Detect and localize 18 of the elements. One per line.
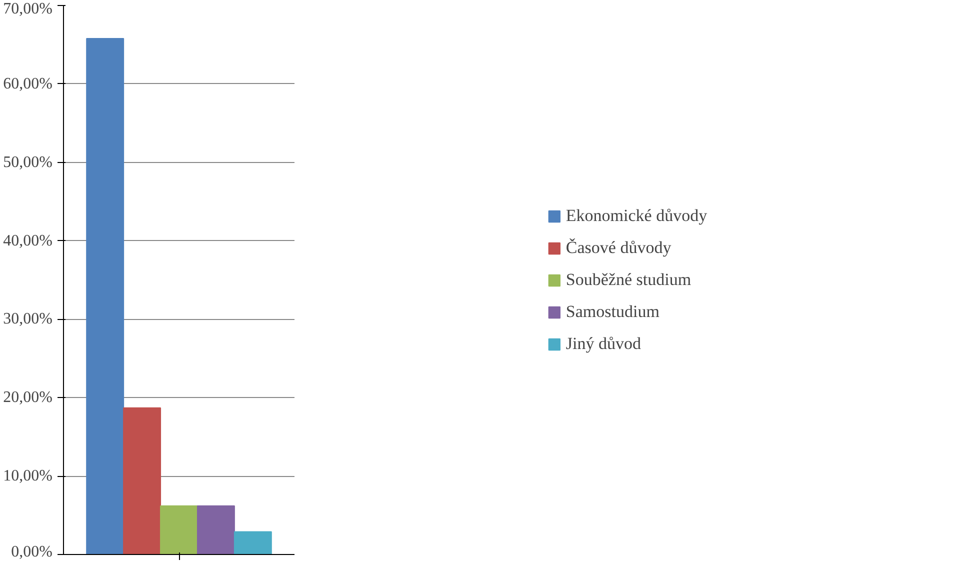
bar bbox=[86, 38, 124, 554]
y-tick-label: 10,00% bbox=[3, 468, 52, 485]
y-tick-label: 60,00% bbox=[3, 75, 52, 92]
y-tick-label: 40,00% bbox=[3, 232, 52, 250]
legend-label: Souběžné studium bbox=[566, 270, 692, 290]
bar bbox=[196, 505, 235, 554]
legend-label: Samostudium bbox=[566, 302, 660, 322]
bar bbox=[234, 531, 272, 554]
y-tick-label: 50,00% bbox=[3, 154, 52, 171]
legend-label: Jiný důvod bbox=[566, 334, 642, 354]
y-tick-label: 20,00% bbox=[3, 389, 52, 406]
legend-label: Časové důvody bbox=[566, 238, 672, 258]
y-tick-label: 30,00% bbox=[3, 310, 52, 328]
bar bbox=[123, 407, 162, 554]
y-tick-label: 70,00% bbox=[3, 0, 52, 18]
bar bbox=[160, 505, 198, 554]
y-tick-label: 0,00% bbox=[11, 544, 52, 560]
legend-label: Ekonomické důvody bbox=[566, 206, 708, 226]
